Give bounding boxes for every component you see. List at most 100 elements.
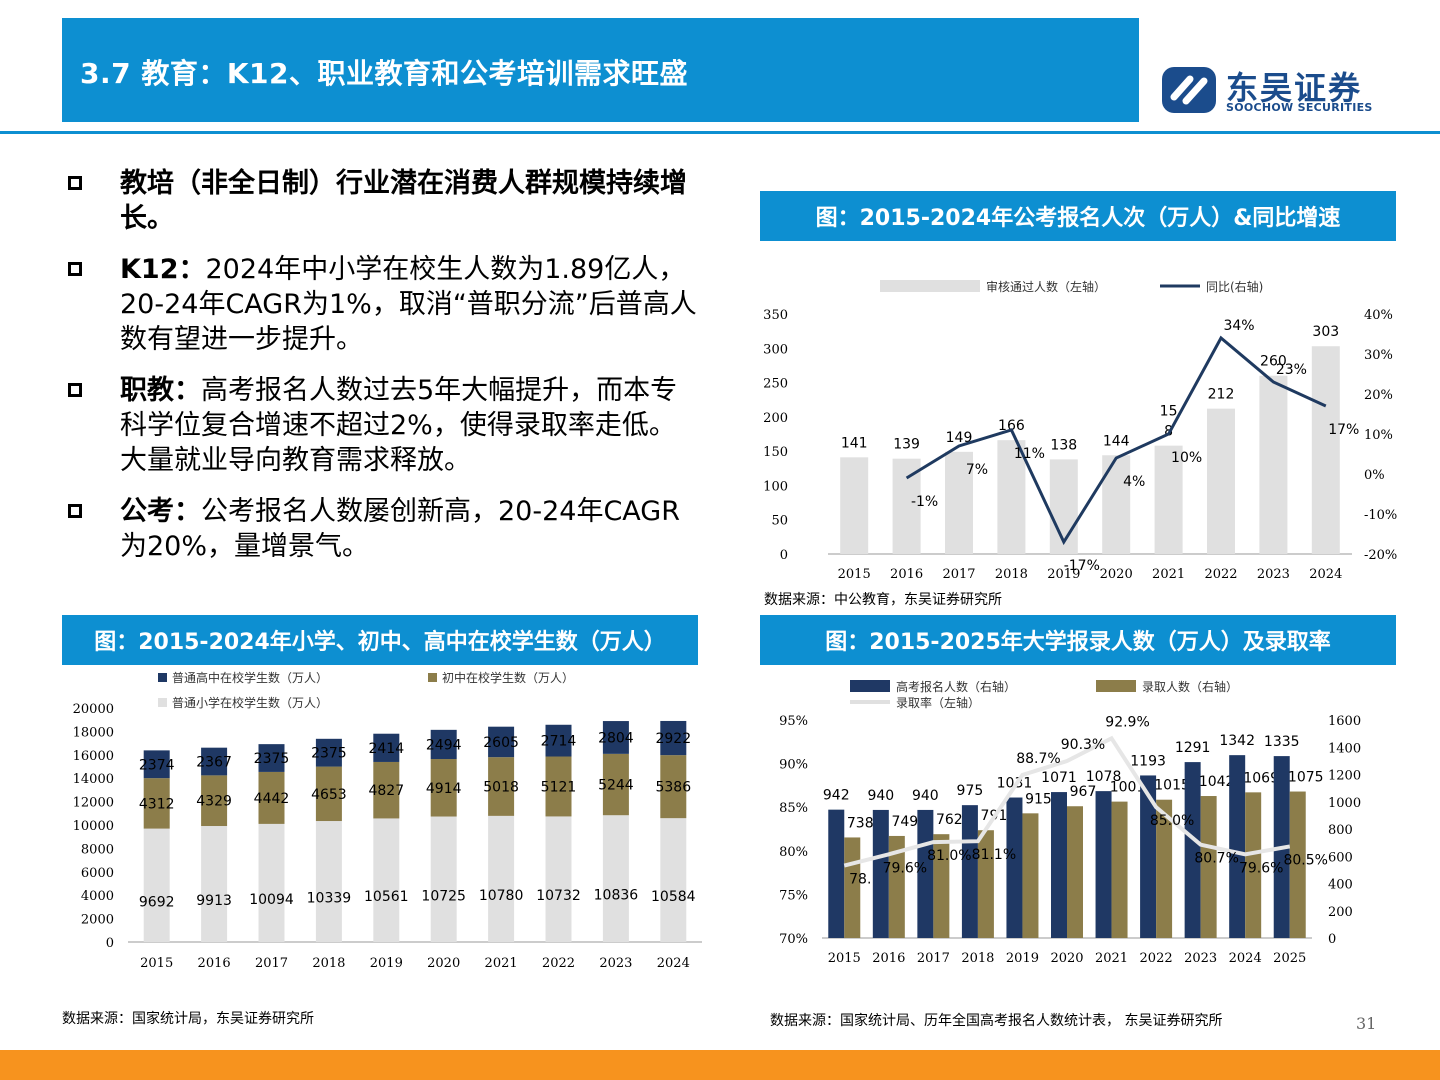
- x-tick-label: 2017: [942, 567, 975, 582]
- y-tick-right: 1000: [1328, 796, 1361, 811]
- stacked-bar-segment: [602, 753, 629, 816]
- data-label: 9913: [196, 893, 232, 909]
- data-label: 738: [847, 815, 874, 831]
- data-label: 2922: [655, 731, 691, 747]
- soochow-logo-icon: [1162, 67, 1216, 113]
- checkbox-bullet-icon: [68, 383, 82, 397]
- data-label: 4653: [311, 787, 347, 803]
- data-label: 141: [841, 435, 868, 451]
- x-tick-label: 2017: [255, 956, 288, 971]
- series-line: [905, 335, 1327, 546]
- y-tick-right: 200: [1328, 905, 1353, 920]
- x-tick-label: 2022: [1204, 567, 1237, 582]
- footer-bar: [0, 1050, 1440, 1080]
- data-label: 10836: [594, 888, 639, 904]
- line-data-label: 81.0%: [927, 848, 971, 864]
- chart-gaokao: 高考报名人数（右轴） 录取人数（右轴） 录取率（左轴） 70% 75% 80% 85% 90%…: [779, 679, 1361, 966]
- x-tick-label: 2024: [1309, 567, 1342, 582]
- line-data-label: 88.7%: [1016, 751, 1060, 767]
- legend-swatch-bar: [880, 280, 980, 292]
- bullet-item: 公考：公考报名人数屡创新高，20-24年CAGR为20%，量增景气。: [62, 494, 702, 564]
- series-line: [843, 735, 1291, 868]
- bar-registrants: [1051, 792, 1067, 938]
- data-label: 1335: [1264, 734, 1300, 750]
- data-label: 762: [936, 812, 963, 828]
- bar: [1311, 346, 1340, 554]
- legend-label: 审核通过人数（左轴）: [986, 279, 1106, 294]
- bullet-heading: 公考：: [120, 496, 201, 527]
- line-data-label: 81.1%: [972, 847, 1016, 863]
- data-label: 139: [893, 437, 920, 453]
- stacked-bar-segment: [143, 778, 170, 829]
- bar-admitted: [1156, 799, 1173, 938]
- data-label: 138: [1050, 437, 1077, 453]
- line-data-label: 80.5%: [1283, 852, 1327, 868]
- bar: [997, 440, 1026, 554]
- bar-admitted: [1067, 806, 1083, 938]
- stacked-bar-segment: [315, 821, 342, 942]
- stacked-bar-segment: [373, 761, 400, 819]
- data-label: 2367: [196, 755, 232, 771]
- data-label: 915: [1025, 791, 1052, 807]
- x-tick-label: 2019: [370, 956, 403, 971]
- source-note: 数据来源：中公教育，东吴证券研究所: [764, 592, 1002, 608]
- bar: [945, 451, 973, 554]
- data-label: 967: [1070, 784, 1097, 800]
- x-tick-label: 2016: [890, 567, 923, 582]
- line-data-label: 80.7%: [1194, 851, 1238, 867]
- legend-label: 初中在校学生数（万人）: [442, 670, 574, 685]
- data-label: 1342: [1219, 733, 1255, 749]
- x-tick-label: 2019: [1006, 951, 1039, 966]
- stacked-bar-segment: [430, 759, 457, 817]
- data-label: 4914: [426, 781, 462, 797]
- data-label: 5018: [483, 780, 519, 796]
- stacked-bar-segment: [545, 816, 572, 942]
- line-data-label: 78.: [849, 872, 871, 888]
- stacked-bar-segment: [660, 818, 687, 942]
- bar-admitted: [844, 837, 861, 938]
- y-tick-left: 90%: [779, 758, 808, 773]
- data-label: 10094: [249, 892, 294, 908]
- data-label: 2374: [139, 757, 175, 773]
- data-label: 10732: [536, 888, 581, 904]
- stacked-bar-segment: [660, 720, 687, 756]
- line-data-label: 23%: [1276, 362, 1307, 378]
- x-tick-label: 2022: [542, 956, 575, 971]
- legend-swatch: [1096, 680, 1136, 692]
- bar-registrants: [1095, 791, 1112, 938]
- y-tick-label: 2000: [81, 913, 114, 928]
- line-data-label: 4%: [1123, 474, 1145, 490]
- data-label: 2494: [426, 737, 462, 753]
- data-label: 4312: [139, 796, 175, 812]
- y-tick-right: 20%: [1364, 388, 1393, 403]
- y-tick-right: 600: [1328, 850, 1353, 865]
- data-label: 5386: [655, 780, 691, 796]
- y-tick-right: -20%: [1364, 548, 1397, 563]
- data-label: 10561: [364, 889, 409, 905]
- stacked-bar-segment: [488, 726, 515, 758]
- legend-label: 录取率（左轴）: [896, 695, 980, 710]
- checkbox-bullet-icon: [68, 504, 82, 518]
- data-label: 1193: [1130, 753, 1166, 769]
- data-label: 144: [1103, 433, 1130, 449]
- y-tick-label: 6000: [81, 866, 114, 881]
- x-tick-label: 2020: [427, 956, 460, 971]
- bar: [1154, 445, 1183, 554]
- bar: [1207, 408, 1235, 554]
- stacked-bar-segment: [258, 823, 285, 942]
- legend-swatch: [850, 680, 890, 692]
- bar-registrants: [1140, 775, 1157, 938]
- bullet-text: 2024年中小学在校生人数为1.89亿人，20-24年CAGR为1%，取消“普职…: [120, 254, 697, 355]
- y-tick-label: 4000: [81, 889, 114, 904]
- stacked-bar-segment: [373, 733, 400, 762]
- x-tick-label: 2018: [312, 956, 345, 971]
- checkbox-bullet-icon: [68, 176, 82, 190]
- line-data-label: 79.6%: [883, 860, 927, 876]
- page-number: 31: [1356, 1014, 1377, 1033]
- y-tick-label: 14000: [73, 772, 114, 787]
- stacked-bar-segment: [201, 775, 228, 827]
- bar-admitted: [977, 830, 994, 938]
- legend-label: 高考报名人数（右轴）: [896, 679, 1016, 694]
- stacked-bar-segment: [602, 815, 629, 942]
- data-label: 10725: [421, 888, 466, 904]
